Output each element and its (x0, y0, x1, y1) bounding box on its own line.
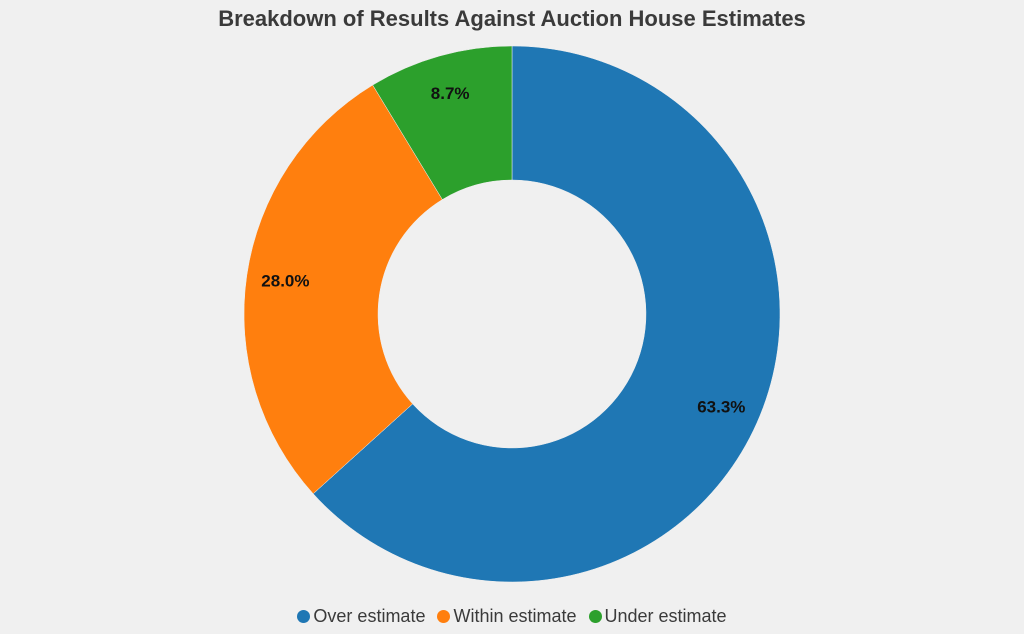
chart-title: Breakdown of Results Against Auction Hou… (218, 6, 806, 31)
legend-item-under-estimate[interactable]: Under estimate (588, 606, 727, 627)
legend-label-over-estimate: Over estimate (313, 606, 426, 626)
legend-swatch-within-estimate (437, 610, 451, 623)
legend-swatch-under-estimate (588, 610, 602, 623)
legend-label-within-estimate: Within estimate (453, 606, 577, 626)
slice-label-under-estimate: 8.7% (431, 84, 470, 103)
legend-item-within-estimate[interactable]: Within estimate (437, 606, 577, 627)
legend-item-over-estimate[interactable]: Over estimate (297, 606, 425, 627)
slice-label-over-estimate: 63.3% (697, 397, 745, 416)
slice-label-within-estimate: 28.0% (261, 272, 309, 291)
slice-labels-group: 63.3% 28.0% 8.7% (261, 84, 745, 416)
legend-swatch-over-estimate (297, 610, 311, 623)
slice-under-estimate[interactable] (372, 45, 513, 200)
legend: Over estimate Within estimate Under esti… (0, 606, 1024, 627)
slices-group (243, 45, 781, 583)
slice-over-estimate[interactable] (312, 45, 781, 583)
legend-label-under-estimate: Under estimate (604, 606, 727, 626)
slice-within-estimate[interactable] (243, 84, 443, 495)
